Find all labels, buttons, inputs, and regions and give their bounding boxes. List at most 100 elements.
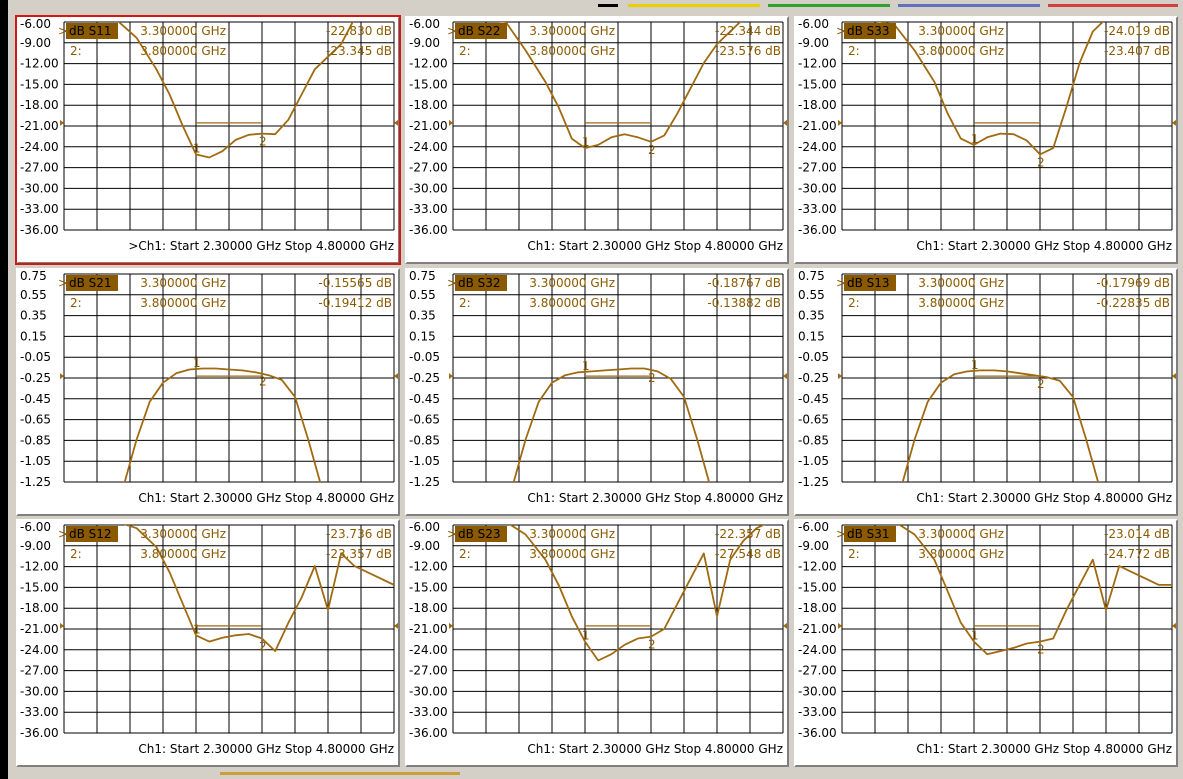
measurement-trace	[512, 367, 711, 482]
marker-2[interactable]: 2	[1037, 643, 1045, 657]
trace-panel-db-s13[interactable]: 0.75 0.55 0.35 0.15 -0.05 -0.25 -0.45 -0.65 -0.8…	[794, 268, 1178, 516]
y-tick-label: -12.00	[798, 57, 837, 71]
measurement-trace	[877, 22, 1104, 156]
marker-1[interactable]: 1	[193, 141, 201, 155]
marker-1[interactable]: 1	[971, 629, 979, 643]
reference-marker-left	[60, 119, 64, 126]
y-tick-label: -6.00	[409, 521, 440, 534]
marker-2[interactable]: 2	[259, 639, 267, 653]
trace-panel-db-s21[interactable]: 0.75 0.55 0.35 0.15 -0.05 -0.25 -0.45 -0.65 -0.8…	[16, 268, 400, 516]
marker-2[interactable]: 2	[1037, 377, 1045, 391]
marker-frequency: 3.800000 GHz	[140, 547, 226, 561]
trace-panel-db-s33[interactable]: -6.00 -9.00 -12.00 -15.00 -18.00 -21.00 -24.00…	[794, 16, 1178, 264]
sweep-range-footer: Ch1: Start 2.30000 GHz Stop 4.80000 GHz	[916, 742, 1172, 756]
marker-2[interactable]: 2	[648, 371, 656, 385]
y-tick-label: -12.00	[409, 560, 448, 574]
marker-value: -23.576 dB	[715, 44, 781, 58]
parameter-badge	[455, 526, 507, 542]
y-tick-label: -33.00	[20, 202, 59, 216]
marker-2[interactable]: 2	[259, 375, 267, 389]
reference-marker-left	[449, 622, 453, 629]
marker-frequency: 3.800000 GHz	[918, 547, 1004, 561]
measurement-trace	[117, 22, 354, 159]
marker-1[interactable]: 1	[971, 132, 979, 146]
parameter-label: dB S31	[847, 527, 890, 541]
trace-panel-db-s11[interactable]: -6.00 -9.00 -12.00 -15.00 -18.00 -21.00 -24.00…	[15, 15, 401, 265]
y-tick-label: -0.05	[20, 350, 51, 364]
y-tick-label: 0.55	[409, 288, 436, 302]
y-tick-label: -36.00	[409, 726, 448, 740]
marker-id: 2:	[459, 44, 471, 58]
y-tick-label: -6.00	[20, 521, 51, 534]
marker-id: 2:	[70, 547, 82, 561]
parameter-label: dB S33	[847, 24, 890, 38]
y-tick-label: -0.05	[798, 350, 829, 364]
trace-plot: -6.00 -9.00 -12.00 -15.00 -18.00 -21.00 -24.00…	[20, 18, 398, 253]
reference-marker-left	[60, 622, 64, 629]
window-tab-2[interactable]	[628, 4, 760, 7]
trace-panel-db-s31[interactable]: -6.00 -9.00 -12.00 -15.00 -18.00 -21.00 -24.00…	[794, 519, 1178, 767]
y-tick-label: -15.00	[409, 77, 448, 91]
y-tick-label: -30.00	[20, 181, 59, 195]
y-tick-label: -12.00	[798, 560, 837, 574]
marker-2[interactable]: 2	[259, 135, 267, 149]
plot-grid	[63, 21, 395, 231]
parameter-label: dB S32	[458, 276, 501, 290]
parameter-badge	[66, 275, 118, 291]
marker-frequency: 3.300000 GHz	[140, 276, 226, 290]
y-tick-label: -0.85	[409, 433, 440, 447]
trace-panel-db-s22[interactable]: -6.00 -9.00 -12.00 -15.00 -18.00 -21.00 -24.00…	[405, 16, 789, 264]
marker-id: 2:	[70, 296, 82, 310]
y-tick-label: -27.00	[20, 664, 59, 678]
window-tab-4[interactable]	[898, 4, 1040, 7]
sweep-range-footer: Ch1: Start 2.30000 GHz Stop 4.80000 GHz	[527, 491, 783, 505]
top-bar	[0, 0, 1183, 12]
marker-1[interactable]: 1	[582, 135, 590, 149]
marker-1[interactable]: 1	[582, 359, 590, 373]
trace-panel-db-s32[interactable]: 0.75 0.55 0.35 0.15 -0.05 -0.25 -0.45 -0.65 -0.8…	[405, 268, 789, 516]
y-tick-label: -15.00	[20, 77, 59, 91]
bottom-tab[interactable]	[220, 772, 460, 775]
y-tick-label: -18.00	[20, 601, 59, 615]
window-tab-3[interactable]	[768, 4, 890, 7]
y-tick-label: 0.15	[798, 329, 825, 343]
parameter-badge	[844, 23, 896, 39]
y-tick-label: -21.00	[798, 622, 837, 636]
y-tick-label: -18.00	[409, 98, 448, 112]
y-tick-label: -6.00	[409, 18, 440, 31]
window-tab-1[interactable]	[598, 4, 618, 7]
marker-frequency: 3.800000 GHz	[529, 44, 615, 58]
y-tick-label: -33.00	[409, 705, 448, 719]
parameter-badge	[66, 23, 118, 39]
y-tick-label: -18.00	[798, 601, 837, 615]
marker-id: 2:	[459, 296, 471, 310]
parameter-label: dB S21	[69, 276, 112, 290]
marker-id: 2:	[459, 547, 471, 561]
marker-1[interactable]: 1	[193, 356, 201, 370]
marker-frequency: 3.300000 GHz	[529, 24, 615, 38]
active-marker-indicator: >	[58, 527, 68, 541]
sweep-range-footer: >Ch1: Start 2.30000 GHz Stop 4.80000 GHz	[128, 239, 394, 253]
trace-panel-db-s12[interactable]: -6.00 -9.00 -12.00 -15.00 -18.00 -21.00 -24.00…	[16, 519, 400, 767]
y-tick-label: -9.00	[20, 36, 51, 50]
parameter-label: dB S12	[69, 527, 112, 541]
marker-2[interactable]: 2	[1037, 155, 1045, 169]
y-tick-label: -1.05	[798, 454, 829, 468]
marker-1[interactable]: 1	[582, 629, 590, 643]
y-tick-label: -6.00	[798, 18, 829, 31]
marker-1[interactable]: 1	[971, 358, 979, 372]
trace-panel-db-s23[interactable]: -6.00 -9.00 -12.00 -15.00 -18.00 -21.00 -24.00…	[405, 519, 789, 767]
y-tick-label: -33.00	[409, 202, 448, 216]
measurement-trace	[901, 369, 1100, 482]
marker-2[interactable]: 2	[648, 638, 656, 652]
y-tick-label: 0.55	[798, 288, 825, 302]
marker-value: -24.772 dB	[1104, 547, 1170, 561]
y-tick-label: -36.00	[798, 726, 837, 740]
y-tick-label: -36.00	[798, 223, 837, 237]
y-tick-label: -1.25	[20, 475, 51, 489]
sweep-range-footer: Ch1: Start 2.30000 GHz Stop 4.80000 GHz	[916, 491, 1172, 505]
marker-2[interactable]: 2	[648, 143, 656, 157]
window-tab-5[interactable]	[1048, 4, 1178, 7]
marker-1[interactable]: 1	[193, 622, 201, 636]
marker-frequency: 3.300000 GHz	[140, 24, 226, 38]
